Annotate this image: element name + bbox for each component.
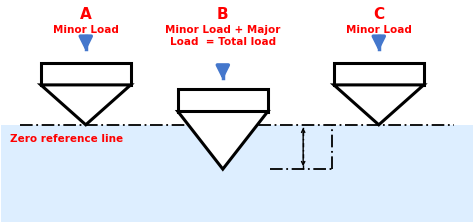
Polygon shape — [41, 63, 131, 85]
Polygon shape — [334, 85, 424, 125]
FancyBboxPatch shape — [0, 125, 474, 222]
Text: C: C — [373, 7, 384, 22]
Text: Minor Load + Major
Load  = Total load: Minor Load + Major Load = Total load — [165, 25, 281, 47]
Text: Minor Load: Minor Load — [346, 25, 412, 35]
Text: Minor Load: Minor Load — [53, 25, 118, 35]
Polygon shape — [334, 63, 424, 85]
Text: A: A — [80, 7, 91, 22]
Polygon shape — [178, 112, 268, 169]
Text: Zero reference line: Zero reference line — [10, 134, 123, 144]
Polygon shape — [41, 85, 131, 125]
Text: B: B — [217, 7, 228, 22]
Polygon shape — [178, 89, 268, 112]
